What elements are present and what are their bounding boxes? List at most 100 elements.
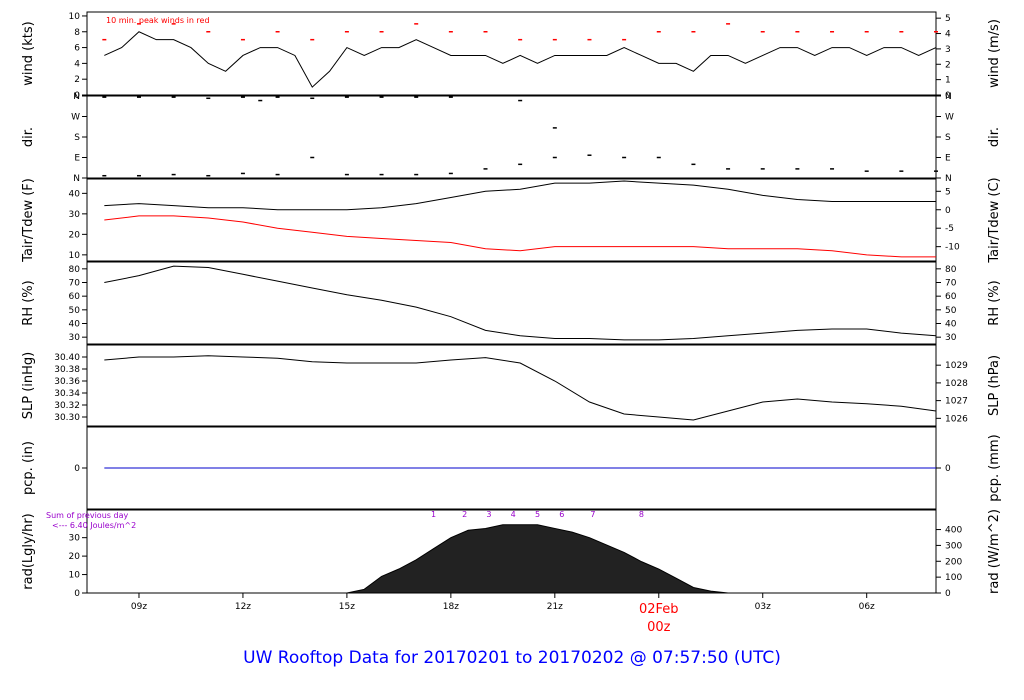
hour-marker: 5 bbox=[535, 510, 540, 519]
tick-label-left: 50 bbox=[69, 306, 81, 316]
peak-wind-note: 10 min. peak winds in red bbox=[106, 16, 210, 25]
tick-label-right: 400 bbox=[945, 526, 962, 536]
tick-label-left: 30.40 bbox=[54, 353, 80, 363]
tick-label-right: -10 bbox=[945, 243, 960, 253]
tick-label-left: 30.34 bbox=[54, 389, 80, 399]
tick-label-right: S bbox=[945, 133, 951, 143]
ylabel-left: rad(Lgly/hr) bbox=[21, 513, 36, 589]
ylabel-left: Tair/Tdew (F) bbox=[21, 178, 36, 263]
ylabel-right: Tair/Tdew (C) bbox=[987, 177, 1002, 263]
x-tick-label: 18z bbox=[443, 602, 459, 612]
series-line-0 bbox=[104, 265, 937, 341]
tick-label-right: 5 bbox=[945, 187, 951, 197]
series-line-0 bbox=[104, 31, 937, 88]
tick-label-left: N bbox=[73, 92, 80, 102]
hour-marker: 2 bbox=[462, 510, 467, 519]
tick-label-left: 40 bbox=[69, 320, 81, 330]
tick-label-right: 0 bbox=[945, 589, 951, 599]
tick-label-right: 30 bbox=[945, 333, 957, 343]
tick-label-left: 0 bbox=[74, 589, 80, 599]
tick-label-right: 70 bbox=[945, 279, 957, 289]
tick-label-left: 60 bbox=[69, 292, 81, 302]
hour-marker: 1 bbox=[431, 510, 436, 519]
ylabel-right: pcp. (mm) bbox=[987, 434, 1002, 501]
panel-frame-3 bbox=[86, 261, 937, 345]
ylabel-left: SLP (inHg) bbox=[21, 352, 36, 420]
ylabel-left: dir. bbox=[21, 127, 36, 147]
tick-label-right: 100 bbox=[945, 573, 962, 583]
tick-label-left: 10 bbox=[69, 12, 81, 22]
ylabel-right: rad (W/m^2) bbox=[987, 509, 1002, 594]
hour-marker: 4 bbox=[511, 510, 516, 519]
series-line-1 bbox=[104, 215, 936, 258]
hour-marker: 8 bbox=[639, 510, 644, 519]
ylabel-left: RH (%) bbox=[21, 280, 36, 325]
tick-label-left: 20 bbox=[69, 230, 81, 240]
tick-label-left: 30.36 bbox=[54, 377, 80, 387]
ylabel-right: SLP (hPa) bbox=[987, 355, 1002, 416]
tick-label-left: 40 bbox=[69, 189, 81, 199]
tick-label-left: 70 bbox=[69, 279, 81, 289]
ylabel-left: pcp. (in) bbox=[21, 441, 36, 495]
tick-label-left: 20 bbox=[69, 552, 81, 562]
tick-label-right: 200 bbox=[945, 557, 962, 567]
tick-label-right: 60 bbox=[945, 292, 957, 302]
tick-label-right: 1029 bbox=[945, 361, 968, 371]
tick-label-right: N bbox=[945, 174, 952, 184]
tick-label-right: W bbox=[945, 113, 954, 123]
x-tick-label: 21z bbox=[547, 602, 563, 612]
tick-label-right: E bbox=[945, 154, 951, 164]
tick-label-left: S bbox=[74, 133, 80, 143]
rad-sum-value: <--- 6.40 Joules/m^2 bbox=[52, 521, 136, 530]
ylabel-right: dir. bbox=[987, 127, 1002, 147]
tick-label-left: 4 bbox=[74, 59, 80, 69]
x-tick-label: 09z bbox=[131, 602, 147, 612]
x-date-label: 02Feb bbox=[639, 602, 679, 617]
tick-label-left: 10 bbox=[69, 571, 81, 581]
tick-label-right: 2 bbox=[945, 60, 951, 70]
page-title: UW Rooftop Data for 20170201 to 20170202… bbox=[243, 648, 781, 668]
tick-label-left: 0 bbox=[74, 91, 80, 101]
tick-label-right: 1028 bbox=[945, 379, 968, 389]
tick-label-left: E bbox=[74, 154, 80, 164]
tick-label-left: 10 bbox=[69, 251, 81, 261]
x-tick-label: 15z bbox=[339, 602, 355, 612]
x-tick-label: 12z bbox=[235, 602, 251, 612]
panel-frame-0 bbox=[86, 11, 937, 96]
x-tick-label: 06z bbox=[859, 602, 875, 612]
tick-label-left: W bbox=[71, 113, 80, 123]
tick-label-left: 2 bbox=[74, 75, 80, 85]
tick-label-right: 1027 bbox=[945, 397, 968, 407]
tick-label-right: -5 bbox=[945, 224, 954, 234]
tick-label-right: 80 bbox=[945, 265, 957, 275]
tick-label-right: 50 bbox=[945, 306, 957, 316]
tick-label-right: 4 bbox=[945, 30, 951, 40]
hour-marker: 3 bbox=[486, 510, 491, 519]
panel-frame-4 bbox=[86, 344, 937, 427]
tick-label-right: N bbox=[945, 92, 952, 102]
tick-label-left: 30.32 bbox=[54, 401, 80, 411]
x-date-hour-label: 00z bbox=[647, 620, 671, 635]
panel-frame-1 bbox=[86, 95, 937, 179]
tick-label-right: 0 bbox=[945, 464, 951, 474]
tick-label-left: 30 bbox=[69, 210, 81, 220]
tick-label-right: 3 bbox=[945, 45, 951, 55]
tick-label-right: 0 bbox=[945, 206, 951, 216]
series-line-0 bbox=[104, 355, 937, 421]
series-line-0 bbox=[104, 180, 936, 211]
tick-label-right: 0 bbox=[945, 91, 951, 101]
tick-label-right: 300 bbox=[945, 541, 962, 551]
tick-label-left: 80 bbox=[69, 265, 81, 275]
tick-label-left: 30 bbox=[69, 534, 81, 544]
tick-label-right: 40 bbox=[945, 320, 957, 330]
ylabel-right: wind (m/s) bbox=[987, 19, 1002, 88]
ylabel-left: wind (kts) bbox=[21, 21, 36, 85]
tick-label-left: 0 bbox=[74, 464, 80, 474]
x-tick-label: 03z bbox=[755, 602, 771, 612]
tick-label-right: 1 bbox=[945, 76, 951, 86]
radiation-area bbox=[346, 524, 729, 594]
tick-label-left: 6 bbox=[74, 44, 80, 54]
hour-marker: 7 bbox=[590, 510, 595, 519]
tick-label-left: N bbox=[73, 174, 80, 184]
